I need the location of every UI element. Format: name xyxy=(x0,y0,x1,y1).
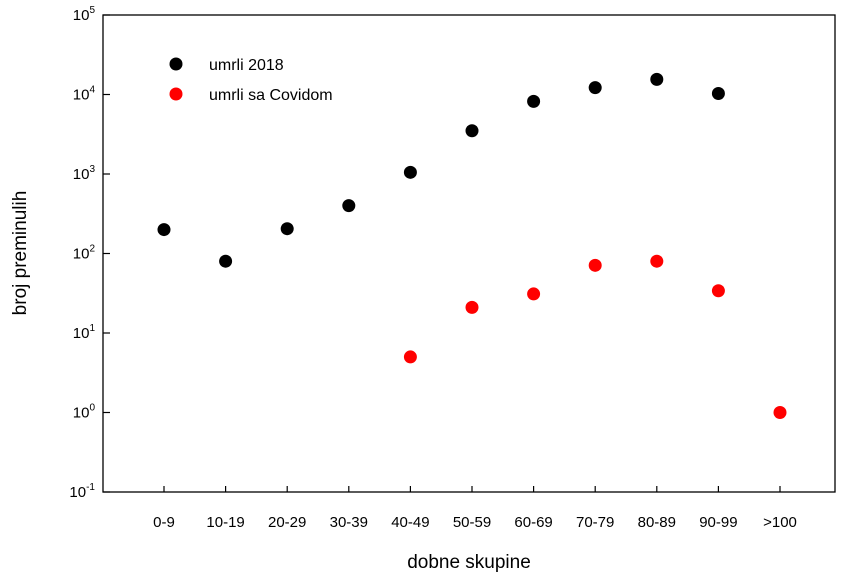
data-point-umrli-2018 xyxy=(650,72,664,86)
data-point-umrli-2018 xyxy=(403,165,417,179)
x-axis: 0-9 10-19 20-29 30-39 40-49 50-59 60-69 70-79 80… xyxy=(153,486,797,531)
data-point-umrli-2018 xyxy=(157,223,171,237)
legend-label: umrli 2018 xyxy=(209,57,284,74)
x-tick-label: >100 xyxy=(763,514,797,531)
data-point-umrli-2018 xyxy=(342,199,356,213)
data-point-umrli-2018 xyxy=(711,86,725,100)
y-tick-label: 105 xyxy=(73,5,96,24)
y-tick-label: 103 xyxy=(73,164,96,183)
legend: umrli 2018 umrli sa Covidom xyxy=(169,57,333,104)
data-point-umrli-sa-covidom xyxy=(588,258,602,272)
x-tick-label: 20-29 xyxy=(268,514,306,531)
data-points xyxy=(157,72,787,419)
x-axis-title: dobne skupine xyxy=(407,552,531,573)
legend-marker xyxy=(169,57,183,71)
data-point-umrli-sa-covidom xyxy=(465,300,479,314)
data-point-umrli-sa-covidom xyxy=(403,350,417,364)
data-point-umrli-2018 xyxy=(219,254,233,268)
x-tick-label: 60-69 xyxy=(514,514,552,531)
x-tick-label: 50-59 xyxy=(453,514,491,531)
data-point-umrli-2018 xyxy=(527,94,541,108)
y-tick-label: 104 xyxy=(73,85,96,104)
legend-label: umrli sa Covidom xyxy=(209,87,333,104)
x-tick-label: 0-9 xyxy=(153,514,175,531)
data-point-umrli-sa-covidom xyxy=(650,254,664,268)
data-point-umrli-2018 xyxy=(588,81,602,95)
x-tick-label: 10-19 xyxy=(206,514,244,531)
x-tick-label: 30-39 xyxy=(330,514,368,531)
y-tick-label: 10-1 xyxy=(69,482,95,501)
data-point-umrli-2018 xyxy=(465,124,479,138)
x-tick-label: 40-49 xyxy=(391,514,429,531)
y-tick-label: 102 xyxy=(73,244,96,263)
x-tick-label: 90-99 xyxy=(699,514,737,531)
data-point-umrli-sa-covidom xyxy=(527,287,541,301)
x-tick-label: 80-89 xyxy=(638,514,676,531)
data-point-umrli-2018 xyxy=(280,222,294,236)
legend-marker xyxy=(169,87,183,101)
y-tick-label: 100 xyxy=(73,403,96,422)
y-axis: 10-1 100 101 102 103 104 105 xyxy=(69,5,110,501)
y-tick-label: 101 xyxy=(73,323,96,342)
data-point-umrli-sa-covidom xyxy=(773,406,787,419)
data-point-umrli-sa-covidom xyxy=(711,284,725,298)
x-tick-label: 70-79 xyxy=(576,514,614,531)
y-axis-title: broj preminulih xyxy=(10,191,31,316)
